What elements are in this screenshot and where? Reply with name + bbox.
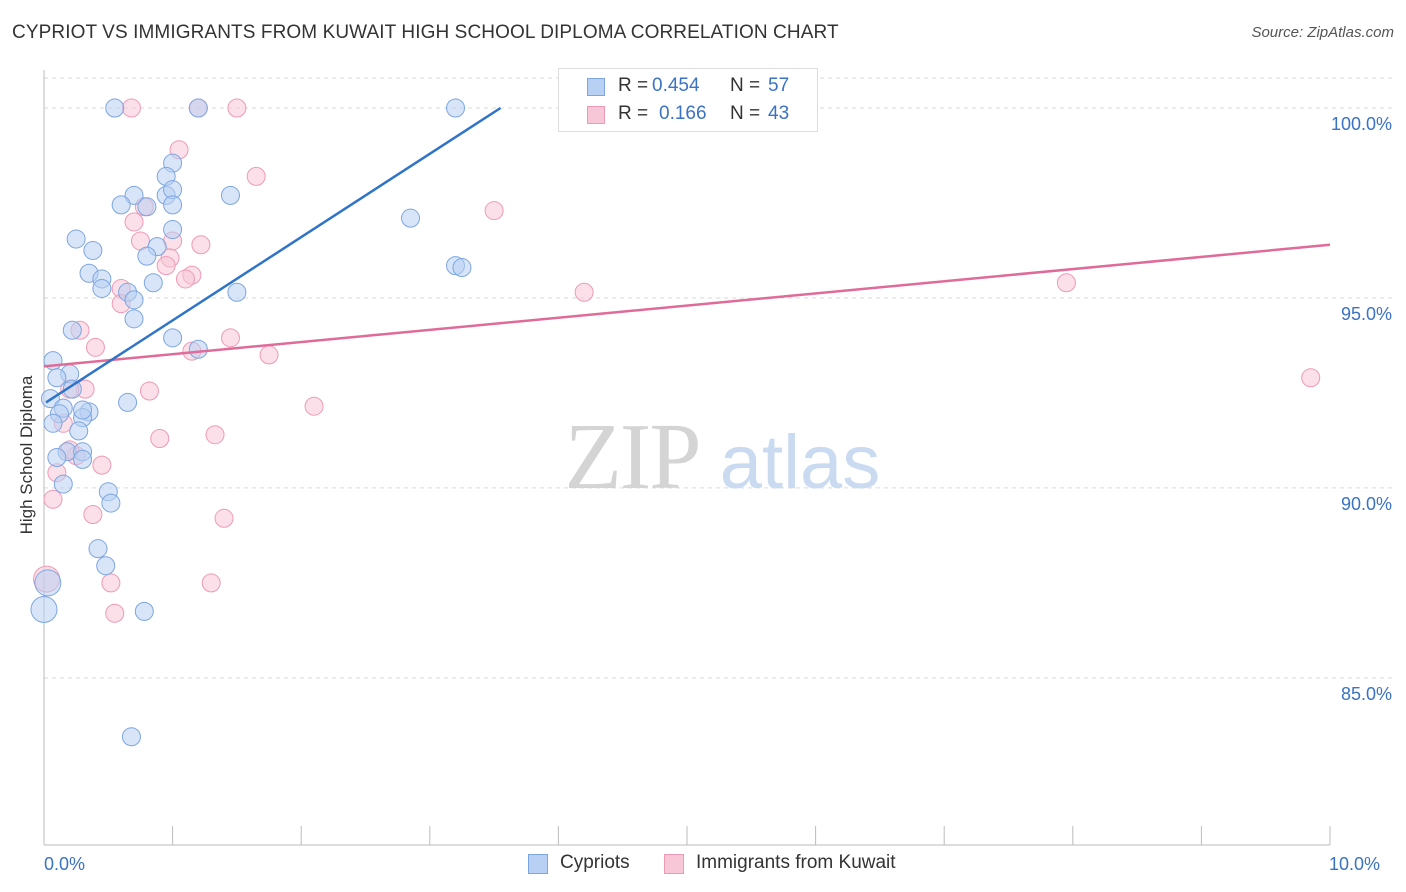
trend-lines bbox=[43, 106, 1331, 404]
grid-lines bbox=[44, 77, 1392, 679]
tick-labels: 100.0% 95.0% 90.0% 85.0% 0.0% 10.0% bbox=[44, 114, 1392, 874]
cypriot-point bbox=[73, 449, 93, 469]
cypriot-point bbox=[227, 282, 247, 302]
x-tick-label: 0.0% bbox=[44, 854, 85, 874]
legend-label-cypriots: Cypriots bbox=[560, 852, 630, 873]
cypriot-point bbox=[53, 474, 73, 494]
cypriot-point bbox=[66, 229, 86, 249]
kuwait-point bbox=[121, 98, 141, 118]
kuwait-point bbox=[43, 489, 63, 509]
kuwait-point bbox=[92, 455, 112, 475]
cypriot-point bbox=[163, 195, 183, 215]
legend-r-label: R = bbox=[618, 75, 649, 96]
cypriot-point bbox=[220, 185, 240, 205]
kuwait-point bbox=[1301, 368, 1321, 388]
correlation-legend: R = 0.454 N = 57 R = 0.166 N = 43 bbox=[558, 68, 818, 132]
cypriot-point bbox=[88, 539, 108, 559]
kuwait-point bbox=[304, 396, 324, 416]
kuwait-point bbox=[484, 201, 504, 221]
cypriot-point bbox=[143, 273, 163, 293]
cypriot-point bbox=[134, 601, 154, 621]
kuwait-point bbox=[220, 328, 240, 348]
cypriot-point bbox=[163, 220, 183, 240]
watermark-zip: ZIP bbox=[565, 405, 700, 509]
legend-n-label: N = bbox=[730, 75, 761, 96]
kuwait-point bbox=[205, 425, 225, 445]
cypriot-point bbox=[118, 392, 138, 412]
watermark-atlas: atlas bbox=[720, 420, 881, 505]
kuwait-point bbox=[201, 573, 221, 593]
cypriot-point bbox=[188, 339, 208, 359]
kuwait-point bbox=[175, 269, 195, 289]
y-tick-label: 95.0% bbox=[1341, 304, 1392, 324]
cypriot-point bbox=[62, 379, 82, 399]
chart-title: CYPRIOT VS IMMIGRANTS FROM KUWAIT HIGH S… bbox=[12, 22, 839, 43]
kuwait-point bbox=[259, 345, 279, 365]
cypriot-point bbox=[34, 569, 62, 597]
cypriot-point bbox=[401, 208, 421, 228]
cypriot-point bbox=[47, 368, 67, 388]
cypriot-point bbox=[121, 727, 141, 747]
watermark: ZIP atlas bbox=[565, 405, 881, 509]
legend-n-value: 43 bbox=[768, 103, 790, 124]
cypriot-point bbox=[96, 556, 116, 576]
cypriot-point bbox=[163, 328, 183, 348]
kuwait-point bbox=[246, 166, 266, 186]
trend-line-cypriots bbox=[45, 106, 502, 404]
legend-r-value: 0.166 bbox=[659, 103, 707, 124]
axes bbox=[43, 70, 1331, 846]
cypriot-point bbox=[92, 278, 112, 298]
kuwait-point bbox=[1056, 273, 1076, 293]
cypriot-point bbox=[137, 246, 157, 266]
legend-r-label: R = bbox=[618, 103, 649, 124]
series-kuwait-points bbox=[33, 98, 1321, 623]
kuwait-point bbox=[191, 235, 211, 255]
kuwait-point bbox=[105, 603, 125, 623]
cypriot-point bbox=[101, 493, 121, 513]
cypriot-point bbox=[446, 98, 466, 118]
legend-swatch-kuwait bbox=[664, 854, 684, 874]
x-tick-label: 10.0% bbox=[1329, 854, 1380, 874]
series-legend: Cypriots Immigrants from Kuwait bbox=[0, 852, 1406, 878]
cypriot-point bbox=[43, 413, 63, 433]
kuwait-point bbox=[574, 282, 594, 302]
kuwait-point bbox=[139, 381, 159, 401]
series-cypriots-points bbox=[30, 98, 472, 747]
kuwait-point bbox=[150, 429, 170, 449]
cypriot-point bbox=[69, 421, 89, 441]
legend-r-value: 0.454 bbox=[652, 75, 700, 96]
legend-swatch-cypriots bbox=[528, 854, 548, 874]
cypriot-point bbox=[73, 400, 93, 420]
cypriot-point bbox=[62, 320, 82, 340]
cypriot-point bbox=[137, 197, 157, 217]
y-tick-label: 90.0% bbox=[1341, 494, 1392, 514]
legend-n-label: N = bbox=[730, 103, 761, 124]
cypriot-point bbox=[47, 448, 67, 467]
legend-n-value: 57 bbox=[768, 75, 790, 96]
cypriot-point bbox=[83, 240, 103, 260]
source-credit: Source: ZipAtlas.com bbox=[1251, 24, 1394, 41]
cypriot-point bbox=[124, 185, 144, 205]
kuwait-point bbox=[214, 508, 234, 528]
legend-swatch-cypriots bbox=[587, 78, 605, 96]
kuwait-point bbox=[156, 256, 176, 276]
kuwait-point bbox=[83, 504, 103, 524]
cypriot-point bbox=[105, 98, 125, 118]
kuwait-point bbox=[124, 212, 144, 232]
y-tick-label: 85.0% bbox=[1341, 684, 1392, 704]
cypriot-point bbox=[30, 595, 58, 623]
kuwait-point bbox=[101, 573, 121, 593]
kuwait-point bbox=[85, 337, 105, 357]
cypriot-point bbox=[124, 309, 144, 329]
cypriot-point bbox=[124, 290, 144, 310]
cypriot-point bbox=[111, 195, 131, 215]
legend-swatch-kuwait bbox=[587, 106, 605, 124]
cypriot-point bbox=[188, 98, 208, 118]
kuwait-point bbox=[227, 98, 247, 118]
legend-label-kuwait: Immigrants from Kuwait bbox=[696, 852, 896, 873]
y-tick-label: 100.0% bbox=[1331, 114, 1392, 134]
trend-line-kuwait bbox=[43, 243, 1331, 368]
cypriot-point bbox=[452, 258, 472, 278]
